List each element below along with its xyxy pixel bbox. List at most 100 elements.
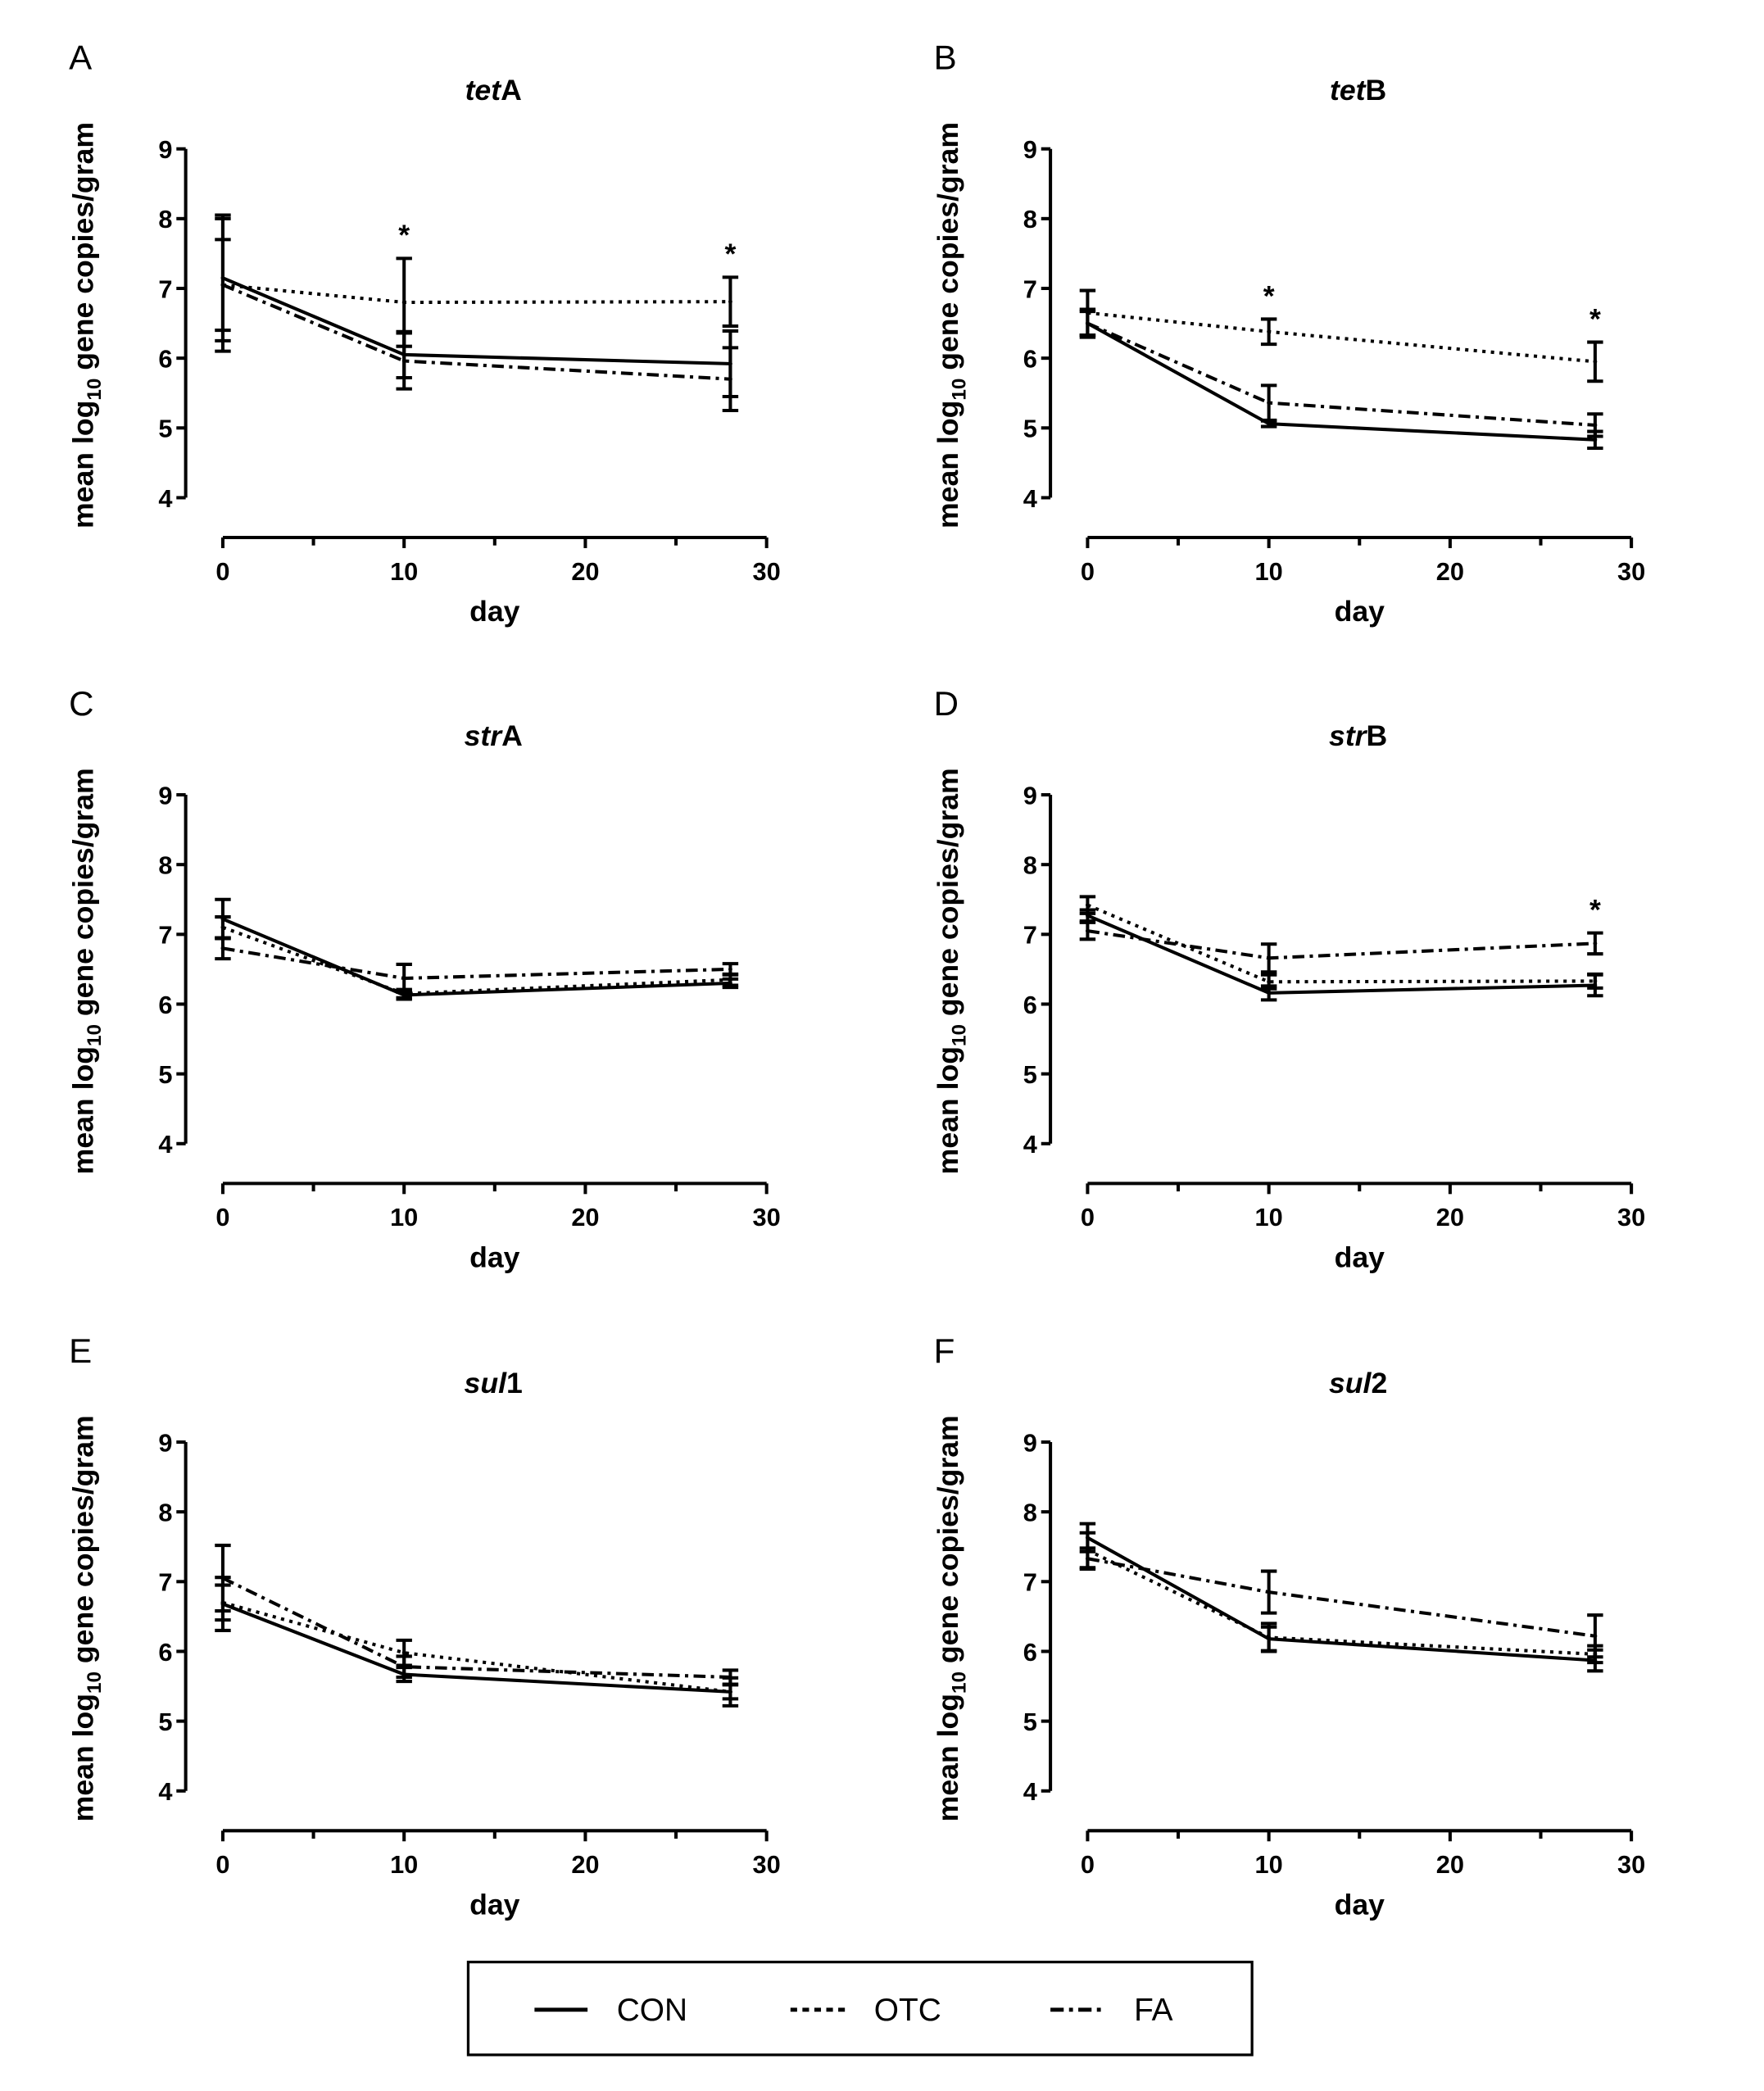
y-axis-label: mean log10 gene copies/gram [66, 768, 106, 1174]
y-axis-label-subscript: 10 [84, 379, 106, 401]
y-tick-label: 5 [1023, 415, 1037, 443]
series-fa [1079, 920, 1603, 974]
y-axis-label: mean log10 gene copies/gram [932, 1415, 971, 1821]
series-line [1087, 929, 1595, 960]
y-axis-label-part: gene copies/gram [66, 122, 99, 379]
panel-title-plain: B [1367, 719, 1388, 752]
legend-label-con: CON [617, 1993, 687, 2028]
panel-letter: B [934, 39, 957, 77]
x-axis-label: day [469, 1888, 520, 1921]
y-tick-label: 5 [158, 415, 172, 443]
x-axis-label: day [1335, 1241, 1385, 1273]
x-tick-label: 20 [1436, 557, 1464, 586]
series-line [222, 1576, 731, 1679]
y-axis-label-subscript: 10 [84, 1024, 106, 1046]
y-tick-label: 8 [1023, 1499, 1037, 1527]
y-tick-label: 7 [158, 921, 172, 950]
x-tick-label: 30 [753, 1203, 781, 1231]
x-tick-label: 0 [1081, 1203, 1095, 1231]
series-con [1079, 1522, 1603, 1673]
panel-title: strA [465, 719, 523, 752]
y-tick-label: 6 [158, 1638, 172, 1667]
panel-title-italic: str [465, 719, 504, 752]
series-con [1079, 908, 1603, 1002]
panel-title-italic: tet [1330, 74, 1367, 107]
y-tick-label: 4 [158, 484, 172, 513]
y-tick-label: 9 [158, 1428, 172, 1457]
y-tick-label: 6 [158, 344, 172, 373]
x-tick-label: 0 [215, 557, 229, 586]
panel-title-plain: B [1366, 74, 1387, 107]
x-tick-label: 10 [390, 557, 418, 586]
y-axis-label-part: gene copies/gram [932, 1415, 964, 1671]
x-tick-label: 10 [1255, 1203, 1283, 1231]
legend-label-otc: OTC [874, 1993, 941, 2028]
series-fa [215, 936, 739, 995]
panel-title-plain: A [501, 719, 523, 752]
x-tick-label: 0 [215, 1850, 229, 1879]
significance-marker: * [1589, 302, 1601, 335]
y-axis-label: mean log10 gene copies/gram [66, 1415, 106, 1821]
series-otc [215, 1583, 739, 1701]
x-axis-label: day [1335, 1888, 1385, 1921]
significance-marker: * [1589, 893, 1601, 926]
series-line [222, 1600, 731, 1694]
y-tick-label: 6 [1023, 344, 1037, 373]
y-axis-label: mean log10 gene copies/gram [932, 122, 971, 528]
significance-marker: * [398, 219, 410, 252]
panel-letter: A [69, 39, 92, 77]
panel-title: tetA [465, 74, 522, 107]
y-tick-label: 5 [158, 1060, 172, 1089]
y-axis-label-subscript: 10 [948, 1024, 970, 1046]
series-line [1087, 1557, 1596, 1638]
x-tick-label: 10 [390, 1203, 418, 1231]
x-tick-label: 30 [1617, 1203, 1645, 1231]
x-tick-label: 20 [571, 1850, 599, 1879]
y-tick-label: 4 [1023, 484, 1037, 513]
x-tick-label: 30 [1617, 557, 1645, 586]
series-line [222, 276, 731, 365]
y-axis-label-part: mean log [932, 1046, 964, 1174]
series-fa [215, 238, 739, 413]
panel-title-italic: sul [1329, 1367, 1372, 1399]
y-tick-label: 9 [1023, 1428, 1037, 1457]
y-tick-label: 6 [1023, 1638, 1037, 1667]
series-line [1087, 311, 1596, 364]
series-otc [1079, 895, 1603, 991]
series-otc [1079, 288, 1603, 383]
panel-title-italic: str [1329, 719, 1368, 752]
x-tick-label: 20 [571, 1203, 599, 1231]
series-line [1086, 1549, 1595, 1656]
panel-title: tetB [1330, 74, 1386, 107]
series-line [222, 917, 731, 997]
x-tick-label: 20 [571, 557, 599, 586]
y-tick-label: 8 [158, 851, 172, 880]
y-tick-label: 4 [1023, 1777, 1037, 1806]
panel-letter: C [69, 684, 93, 723]
series-line [1086, 903, 1595, 984]
y-tick-label: 4 [158, 1130, 172, 1159]
y-axis-label-part: mean log [66, 1694, 99, 1821]
series-fa [1079, 1546, 1603, 1659]
series-line [1086, 1535, 1596, 1662]
y-tick-label: 8 [1023, 205, 1037, 234]
series-line [222, 946, 731, 981]
panel-title-plain: 1 [506, 1367, 523, 1399]
panel-title: sul1 [465, 1367, 523, 1399]
y-axis-label-part: gene copies/gram [66, 1415, 99, 1671]
x-tick-label: 30 [753, 557, 781, 586]
series-line [1086, 321, 1595, 442]
y-tick-label: 5 [158, 1708, 172, 1736]
x-tick-label: 0 [1081, 557, 1095, 586]
series-con [215, 1576, 739, 1708]
y-axis-label-subscript: 10 [948, 1671, 970, 1694]
y-axis-label-part: mean log [932, 401, 964, 528]
series-line [1086, 321, 1596, 427]
x-tick-label: 30 [1617, 1850, 1645, 1879]
x-tick-label: 10 [1255, 557, 1283, 586]
